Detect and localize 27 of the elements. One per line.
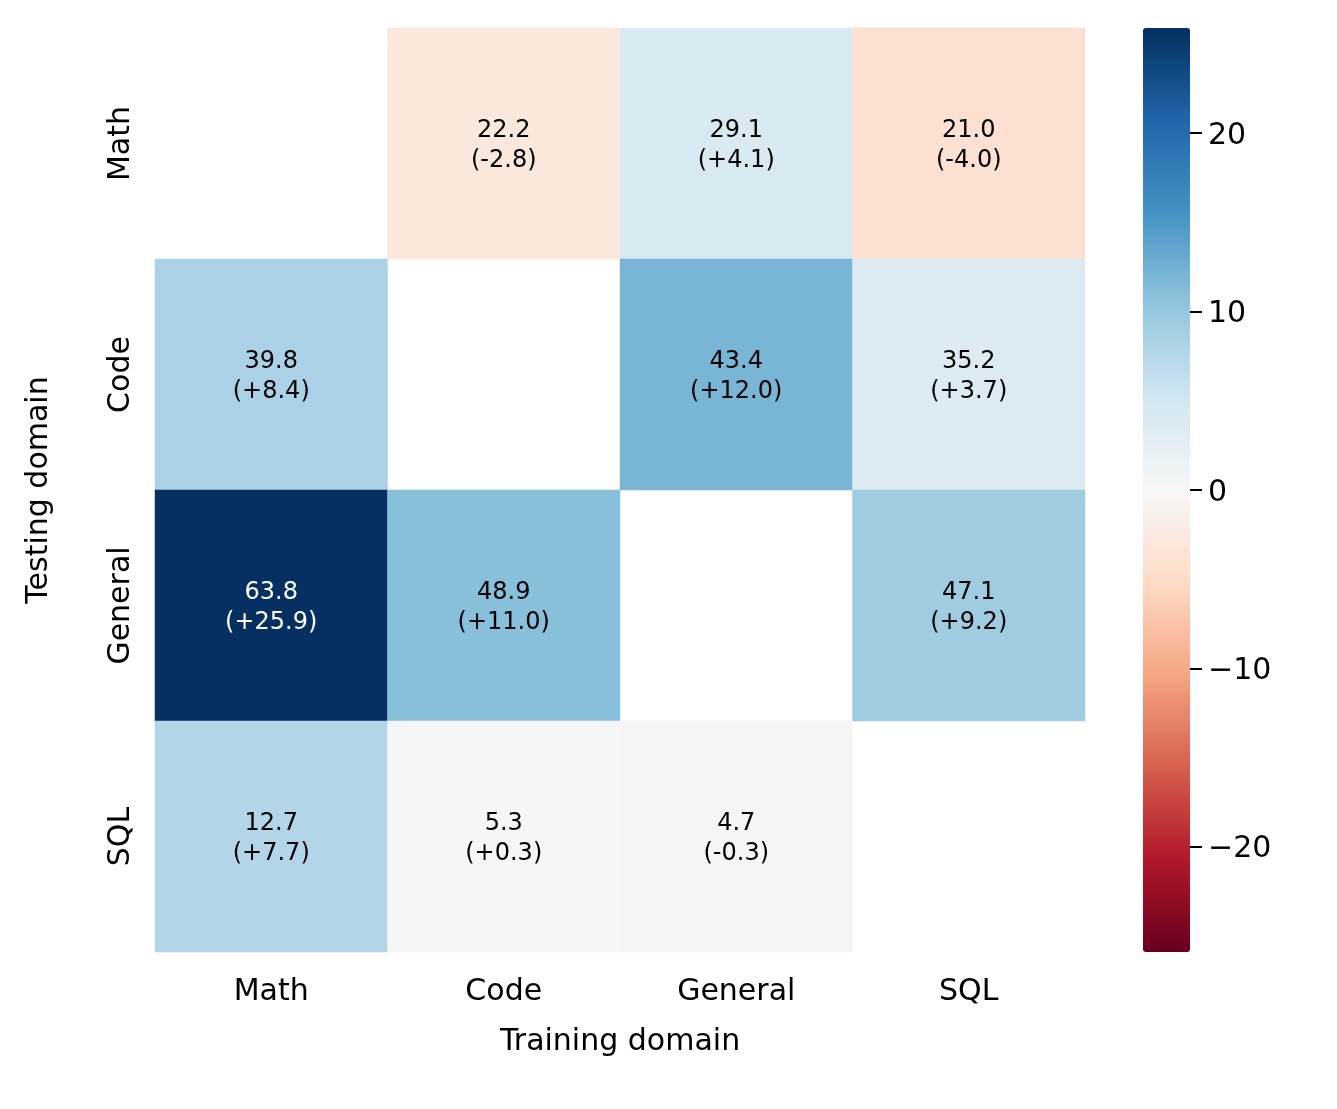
data-label: 39.8 (+8.4): [232, 345, 310, 404]
data-label: 35.2 (+3.7): [930, 345, 1008, 404]
y-tick-label: SQL: [100, 806, 136, 867]
data-label: 63.8 (+25.9): [225, 576, 318, 635]
y-tick-label: General: [100, 546, 136, 665]
data-label: 4.7 (-0.3): [703, 807, 770, 866]
color-bar-label: 20: [1208, 115, 1247, 151]
data-label: 12.7 (+7.7): [232, 807, 310, 866]
x-tick-label: General: [677, 971, 796, 1007]
data-label: 22.2 (-2.8): [470, 114, 537, 173]
x-tick-label: Math: [233, 971, 309, 1007]
data-label: 48.9 (+11.0): [457, 576, 550, 635]
data-label: 21.0 (-4.0): [935, 114, 1002, 173]
color-bar-label: −10: [1208, 650, 1272, 686]
data-label: 43.4 (+12.0): [690, 345, 783, 404]
data-label: 5.3 (+0.3): [465, 807, 543, 866]
x-tick-label: SQL: [939, 971, 999, 1007]
y-axis-title: Testing domain: [18, 376, 54, 605]
y-tick-label: Code: [100, 336, 136, 413]
x-axis-title: Training domain: [498, 1021, 741, 1057]
data-label: 29.1 (+4.1): [697, 114, 775, 173]
color-bar-label: 10: [1208, 294, 1247, 330]
color-bar-label: 0: [1208, 472, 1228, 508]
data-label: 47.1 (+9.2): [930, 576, 1008, 635]
x-tick-label: Code: [465, 971, 543, 1007]
y-tick-label: Math: [100, 105, 136, 182]
color-bar-label: −20: [1208, 829, 1272, 865]
